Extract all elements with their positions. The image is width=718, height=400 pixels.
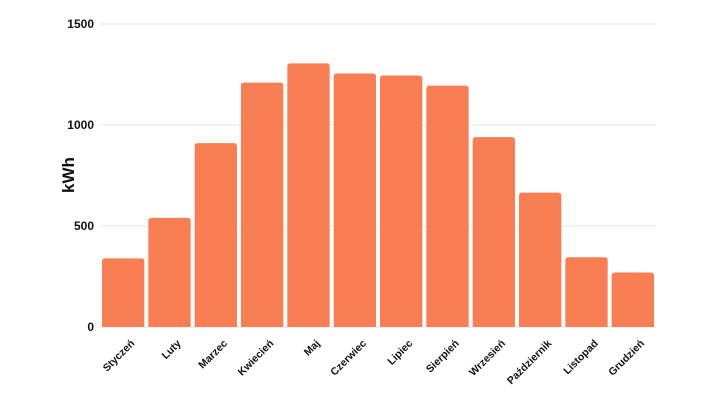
bar-3	[241, 82, 284, 327]
y-axis-ticks: 0 500 1000 1500	[67, 17, 94, 334]
bar-9	[519, 192, 562, 327]
x-axis-ticks: Styczeń Luty Marzec Kwiecień Maj Czerwiec Lipi…	[101, 338, 647, 387]
bar-0	[102, 258, 145, 327]
x-tick-label: Grudzień	[606, 338, 647, 379]
bar-8	[472, 137, 515, 327]
bar-2	[194, 143, 237, 327]
y-tick-label: 0	[87, 320, 94, 334]
y-axis-title: kWh	[59, 157, 78, 193]
gridlines	[100, 23, 656, 328]
x-tick-label: Lipiec	[385, 338, 415, 368]
bar-6	[380, 75, 423, 327]
x-tick-label: Czerwiec	[328, 338, 369, 379]
bar-10	[565, 257, 608, 327]
x-tick-label: Maj	[302, 338, 323, 359]
x-tick-label: Listopad	[561, 338, 600, 377]
x-tick-label: Marzec	[196, 338, 230, 372]
y-tick-label: 1500	[67, 17, 94, 31]
y-tick-label: 1000	[67, 118, 94, 132]
bar-7	[426, 85, 469, 327]
bar-5	[333, 73, 376, 328]
x-tick-label: Styczeń	[101, 338, 138, 375]
bars	[102, 63, 654, 328]
x-tick-label: Październik	[505, 338, 554, 387]
bar-1	[148, 217, 191, 327]
y-tick-label: 500	[74, 219, 94, 233]
x-tick-label: Sierpień	[424, 338, 462, 376]
bar-11	[611, 272, 654, 327]
x-tick-label: Kwiecień	[236, 338, 277, 379]
bar-4	[287, 63, 330, 327]
x-tick-label: Wrzesień	[467, 338, 508, 379]
x-tick-label: Luty	[159, 338, 183, 362]
